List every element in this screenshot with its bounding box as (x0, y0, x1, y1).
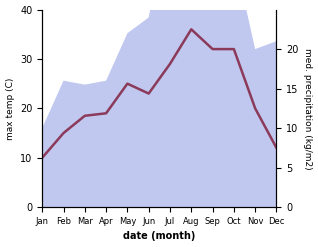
X-axis label: date (month): date (month) (123, 231, 196, 242)
Y-axis label: med. precipitation (kg/m2): med. precipitation (kg/m2) (303, 48, 313, 169)
Y-axis label: max temp (C): max temp (C) (5, 77, 15, 140)
